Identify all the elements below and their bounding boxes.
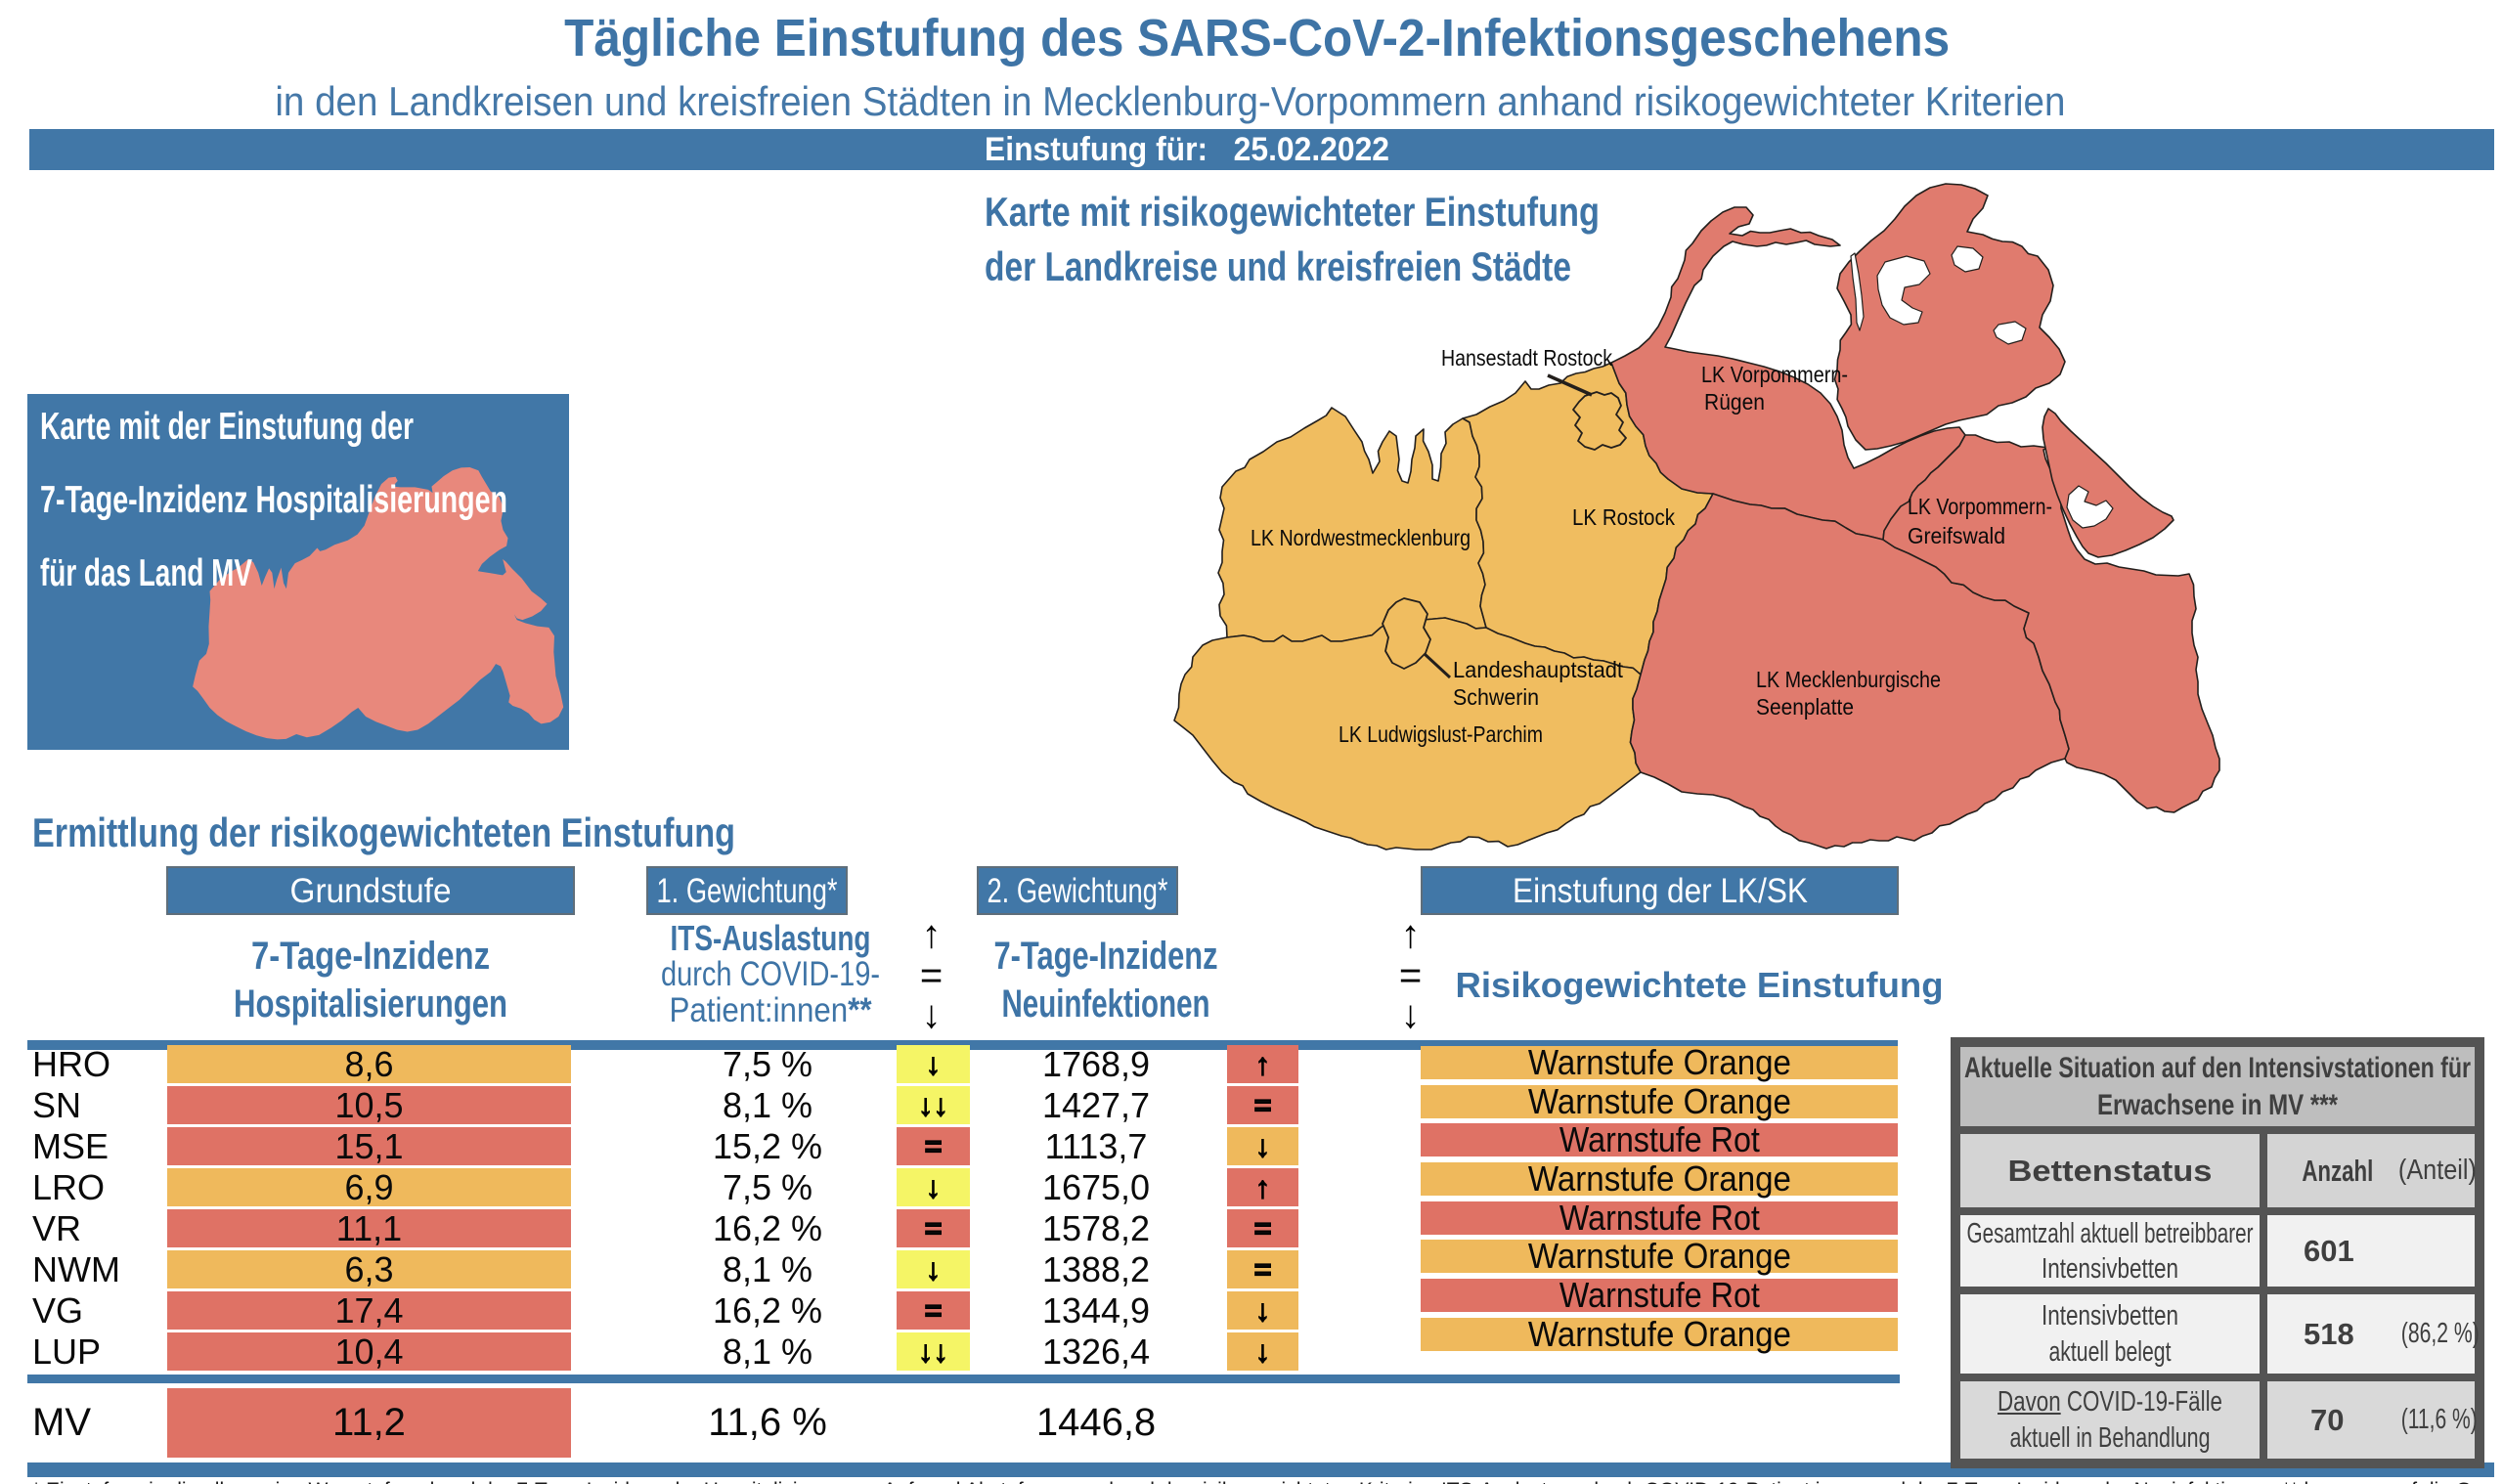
svg-text:Seenplatte: Seenplatte bbox=[1756, 694, 1854, 720]
svg-text:Landeshauptstadt: Landeshauptstadt bbox=[1453, 657, 1624, 682]
svg-text:LK Mecklenburgische: LK Mecklenburgische bbox=[1756, 667, 1941, 692]
svg-text:Schwerin: Schwerin bbox=[1453, 684, 1539, 710]
svg-text:Hansestadt Rostock: Hansestadt Rostock bbox=[1441, 345, 1612, 371]
svg-text:LK Ludwigslust-Parchim: LK Ludwigslust-Parchim bbox=[1339, 721, 1543, 747]
svg-text:LK Vorpommern-: LK Vorpommern- bbox=[1908, 494, 2052, 519]
svg-text:Greifswald: Greifswald bbox=[1908, 523, 2005, 548]
svg-text:LK Vorpommern-: LK Vorpommern- bbox=[1701, 362, 1848, 387]
svg-text:LK Nordwestmecklenburg: LK Nordwestmecklenburg bbox=[1251, 525, 1471, 550]
svg-text:Rügen: Rügen bbox=[1704, 389, 1765, 415]
svg-text:LK Rostock: LK Rostock bbox=[1572, 504, 1675, 530]
